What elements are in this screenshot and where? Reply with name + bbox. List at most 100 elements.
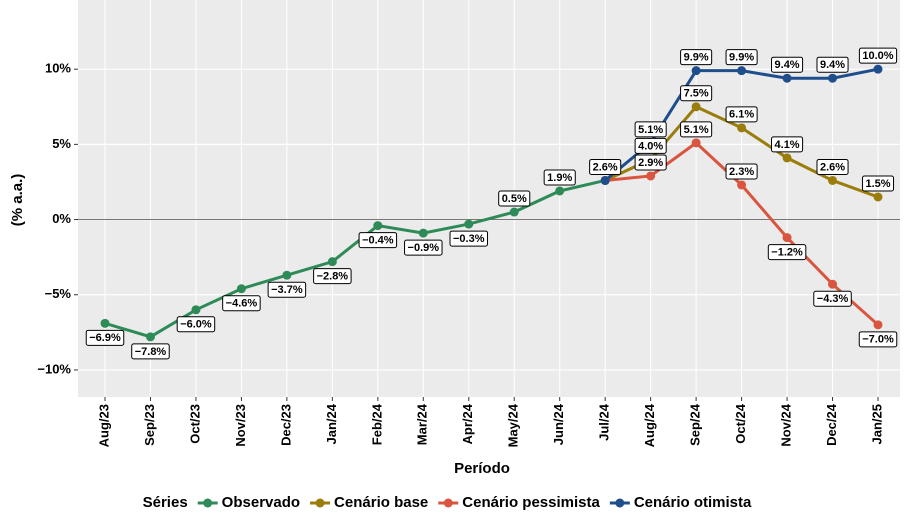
- value-label: −1.2%: [767, 244, 807, 261]
- value-label-text: −1.2%: [771, 247, 803, 259]
- value-label-box: [816, 56, 849, 73]
- point: [646, 171, 656, 181]
- value-label: 4.0%: [634, 137, 667, 154]
- value-label: 2.3%: [725, 163, 758, 180]
- value-label: −7.8%: [131, 343, 170, 360]
- x-tick-label: Nov/23: [233, 404, 248, 447]
- value-label-box: [725, 106, 758, 123]
- value-label: 10.0%: [858, 47, 898, 64]
- value-label: 9.4%: [816, 56, 849, 73]
- point: [282, 270, 292, 280]
- point: [191, 305, 201, 315]
- value-label-text: 2.6%: [820, 161, 845, 173]
- x-tick-label: Mar/24: [415, 403, 430, 445]
- point: [145, 332, 155, 342]
- value-label-box: [176, 316, 216, 333]
- x-tick-label: Dec/23: [278, 404, 293, 446]
- point: [464, 219, 474, 229]
- value-label-text: 0.5%: [502, 193, 527, 205]
- point: [418, 228, 428, 238]
- y-tick-label: 0%: [52, 211, 71, 226]
- value-label-box: [771, 136, 804, 153]
- value-label-text: 5.1%: [684, 124, 709, 136]
- value-label-text: −3.7%: [271, 284, 303, 296]
- value-label-text: 9.9%: [684, 52, 709, 64]
- value-label-box: [222, 295, 261, 312]
- point: [828, 73, 838, 83]
- legend-item: Cenário otimista: [609, 494, 752, 511]
- point: [828, 175, 838, 185]
- value-label-box: [634, 121, 667, 138]
- x-tick-label: Sep/23: [142, 404, 157, 446]
- value-label-text: −0.9%: [408, 242, 440, 254]
- x-tick-label: Sep/24: [688, 403, 703, 446]
- series-line: [104, 178, 606, 339]
- x-tick-label: Apr/24: [460, 403, 475, 444]
- point: [828, 279, 838, 289]
- point: [873, 192, 883, 202]
- value-label: −0.9%: [404, 239, 443, 256]
- value-label-box: [85, 329, 125, 346]
- x-axis-title: Período: [454, 460, 510, 477]
- x-tick-label: Nov/24: [778, 403, 793, 446]
- point: [737, 66, 747, 76]
- value-label-box: [543, 169, 576, 186]
- y-tick-label: 5%: [52, 136, 71, 151]
- value-label-box: [267, 281, 307, 298]
- value-label-box: [767, 244, 807, 261]
- x-tick-label: May/24: [506, 403, 521, 447]
- value-label-box: [858, 331, 898, 348]
- value-label-box: [634, 154, 667, 171]
- value-label-text: −6.0%: [180, 319, 212, 331]
- point: [691, 66, 701, 76]
- value-label-box: [816, 158, 849, 175]
- x-tick-label: Oct/23: [187, 404, 202, 444]
- value-label-text: 9.4%: [775, 59, 800, 71]
- value-label: 4.1%: [771, 136, 804, 153]
- value-label: 2.6%: [816, 158, 849, 175]
- point: [373, 221, 383, 231]
- value-label-text: 5.1%: [638, 124, 663, 136]
- value-label-box: [589, 158, 622, 175]
- legend-item: Observado: [197, 494, 300, 511]
- legend-label: Cenário otimista: [634, 494, 752, 511]
- value-label-box: [498, 190, 531, 207]
- point: [782, 73, 792, 83]
- value-label: 1.5%: [861, 175, 895, 192]
- y-tick-label: −10%: [37, 361, 71, 376]
- y-axis-title: (% a.a.): [9, 174, 26, 227]
- point: [600, 175, 610, 185]
- y-tick-label: 10%: [45, 61, 71, 76]
- value-label-box: [131, 343, 170, 360]
- value-label: −6.0%: [176, 316, 216, 333]
- value-label-text: −7.8%: [135, 346, 167, 358]
- value-label: 5.1%: [680, 121, 713, 138]
- value-label-text: 9.4%: [820, 59, 845, 71]
- x-tick-label: Jan/25: [869, 404, 884, 444]
- value-label: 6.1%: [725, 106, 758, 123]
- value-label: 5.1%: [634, 121, 667, 138]
- value-label: 9.9%: [725, 49, 758, 66]
- value-label-box: [771, 56, 804, 73]
- x-tick-label: Jul/24: [597, 403, 612, 441]
- value-label-box: [813, 290, 852, 307]
- point: [873, 320, 883, 330]
- value-label: 7.5%: [680, 85, 713, 102]
- value-label-text: −4.3%: [817, 293, 849, 305]
- point: [782, 153, 792, 163]
- legend-dot: [615, 498, 625, 508]
- value-label-box: [680, 121, 713, 138]
- point: [236, 284, 246, 294]
- point: [691, 102, 701, 112]
- x-tick-label: Jun/24: [551, 403, 566, 445]
- value-label-box: [725, 163, 758, 180]
- value-label-box: [634, 137, 667, 154]
- value-label: −0.4%: [358, 232, 398, 249]
- x-tick-label: Oct/24: [733, 403, 748, 444]
- value-label-text: 1.9%: [547, 172, 572, 184]
- legend-title: Séries: [143, 494, 188, 511]
- value-label-text: −0.4%: [362, 234, 394, 246]
- value-label-box: [858, 47, 898, 64]
- legend-label: Cenário pessimista: [462, 494, 600, 511]
- point: [509, 207, 519, 217]
